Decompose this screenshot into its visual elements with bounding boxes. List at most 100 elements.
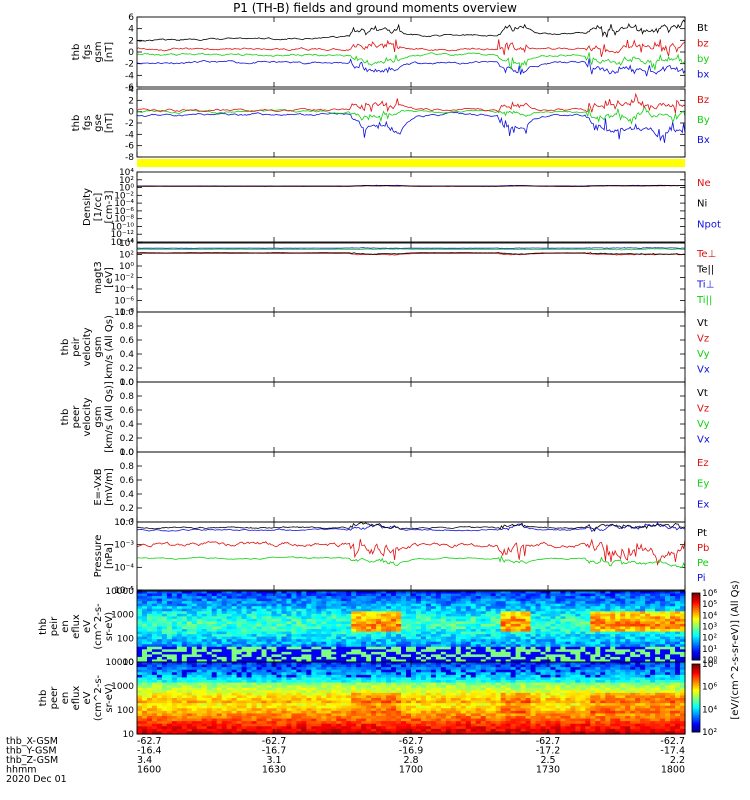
spectro-cell (361, 682, 367, 686)
spectro-cell (680, 639, 686, 643)
spectro-cell (420, 662, 427, 666)
spectro-cell (485, 608, 492, 612)
spectro-cell (650, 651, 656, 655)
spectro-cell (316, 641, 322, 645)
spectro-cell (366, 639, 372, 643)
spectro-cell (146, 667, 153, 671)
spectro-cell (535, 656, 542, 661)
spectro-cell (435, 631, 442, 635)
spectro-cell (450, 659, 457, 663)
spectro-cell (490, 598, 497, 602)
spectro-cell (311, 662, 317, 666)
spectro-cell (391, 593, 397, 597)
spectro-cell (316, 634, 322, 638)
spectro-cell (560, 636, 567, 640)
spectro-cell (201, 611, 208, 615)
spectro-cell (271, 646, 278, 650)
spectro-cell (141, 728, 148, 733)
spectro-cell (525, 651, 532, 655)
spectro-cell (391, 703, 397, 707)
ytick-label: 10⁻⁸ (114, 308, 134, 318)
spectro-cell (510, 613, 517, 617)
spectro-cell (241, 726, 248, 730)
spectro-cell (176, 672, 183, 676)
spectro-cell (600, 649, 606, 653)
spectro-cell (306, 698, 312, 702)
spectro-cell (356, 718, 362, 722)
spectro-cell (141, 644, 148, 648)
spectro-cell (381, 621, 387, 625)
spectro-cell (171, 621, 178, 625)
spectro-cell (201, 674, 208, 679)
spectro-cell (470, 626, 477, 630)
spectro-cell (590, 659, 596, 663)
spectro-cell (371, 621, 377, 625)
spectro-cell (166, 662, 173, 666)
spectro-cell (465, 613, 472, 617)
spectro-cell (231, 721, 238, 725)
spectro-cell (316, 672, 322, 676)
spectro-cell (306, 608, 312, 612)
spectro-cell (560, 634, 567, 638)
spectro-cell (171, 623, 178, 628)
spectro-cell (181, 621, 188, 625)
spectro-cell (261, 611, 268, 615)
spectro-cell (316, 695, 322, 699)
spectro-cell (181, 608, 188, 612)
spectro-cell (435, 634, 442, 638)
spectro-cell (376, 639, 382, 643)
spectro-cell (236, 687, 243, 691)
spectro-cell (386, 669, 392, 673)
spectro-cell (326, 626, 332, 630)
legend-label-Ni: Ni (697, 199, 707, 210)
spectro-cell (161, 669, 168, 673)
spectro-cell (386, 672, 392, 676)
ylabel-line: [eV] (104, 267, 115, 288)
spectro-cell (311, 651, 317, 655)
spectro-cell (545, 626, 552, 630)
spectro-cell (630, 593, 636, 597)
spectro-cell (151, 677, 158, 681)
spectro-cell (665, 601, 671, 605)
spectro-cell (351, 695, 357, 699)
spectro-cell (590, 613, 596, 617)
spectro-cell (146, 677, 153, 681)
spectro-cell (301, 656, 307, 661)
spectro-cell (241, 662, 248, 666)
spectro-cell (151, 603, 158, 607)
spectro-cell (196, 659, 203, 663)
spectro-cell (366, 626, 372, 630)
spectro-cell (675, 601, 681, 605)
spectro-cell (176, 601, 183, 605)
spectro-cell (635, 591, 641, 595)
spectro-cell (176, 606, 183, 610)
spectro-cell (545, 641, 552, 645)
spectro-cell (316, 623, 322, 628)
spectro-cell (655, 636, 661, 640)
spectro-cell (680, 623, 686, 628)
spectro-cell (286, 606, 293, 610)
spectro-cell (261, 631, 268, 635)
spectro-cell (585, 601, 591, 605)
spectro-cell (186, 728, 193, 733)
spectro-cell (331, 731, 337, 735)
spectro-cell (465, 631, 472, 635)
spectro-cell (610, 608, 616, 612)
spectro-cell (331, 703, 337, 707)
spectro-cell (181, 703, 188, 707)
spectro-cell (530, 591, 537, 595)
spectro-cell (425, 672, 432, 676)
spectro-cell (565, 623, 572, 628)
spectro-cell (196, 667, 203, 671)
spectro-cell (171, 629, 178, 633)
spectro-cell (266, 618, 273, 623)
spectro-cell (166, 677, 173, 681)
spectro-cell (251, 674, 258, 679)
spectro-cell (226, 662, 233, 666)
spectro-cell (206, 731, 213, 735)
spectro-cell (191, 674, 198, 679)
spectro-cell (575, 616, 581, 620)
spectro-cell (291, 644, 298, 648)
ytick-label: -2 (125, 60, 134, 70)
spectro-cell (411, 656, 417, 661)
